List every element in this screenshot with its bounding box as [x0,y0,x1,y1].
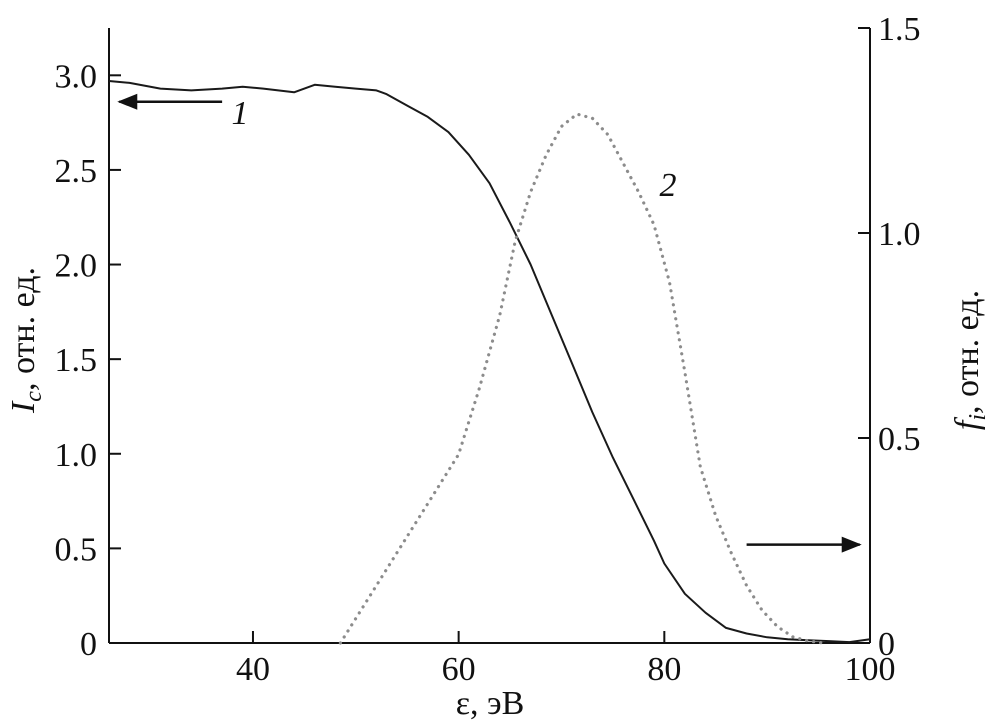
x-tick-label: 100 [845,651,896,688]
left-y-axis-title-unit: , отн. ед. [5,267,42,391]
left-y-tick-label: 3.0 [55,58,98,95]
right-y-axis-title-subscript: i [965,414,991,421]
axis-arrows [117,93,862,553]
x-tick-label: 40 [236,651,270,688]
series-label-2: 2 [660,167,677,204]
left-y-tick-label: 0.5 [55,531,98,568]
series-line-2 [338,112,826,645]
left-y-axis-title: Ic, отн. ед. [5,267,47,414]
plot-area [108,28,871,644]
left-y-tick-label: 1.5 [55,342,98,379]
left-y-tick-label: 2.0 [55,248,98,285]
right-y-axis-title: fi, отн. ед. [949,290,991,430]
x-axis-title: ε, эВ [456,685,525,722]
left-y-tick-label: 0 [80,626,97,663]
right-y-axis-title-unit: , отн. ед. [949,290,986,414]
x-tick-label: 60 [442,651,476,688]
left-y-tick-label: 2.5 [55,153,98,190]
left-y-axis-title-subscript: c [21,391,47,402]
left-y-axis-title-symbol: I [5,400,42,414]
x-tick-label: 80 [647,651,681,688]
right-y-tick-label: 0.5 [878,421,921,458]
data-series: 12 [108,80,871,645]
right-y-tick-label: 1.0 [878,216,921,253]
series-label-1: 1 [232,95,249,132]
left-y-axis-ticks: 0 0.5 1.0 1.5 2.0 2.5 3.0 [55,58,121,663]
right-y-tick-label: 1.5 [878,11,921,48]
x-axis-ticks: 40 60 80 100 [236,631,896,688]
right-y-axis-ticks: 0 0.5 1.0 1.5 [858,11,921,663]
series-line-1 [108,80,871,644]
left-y-tick-label: 1.0 [55,437,98,474]
right-y-tick-label: 0 [878,626,895,663]
